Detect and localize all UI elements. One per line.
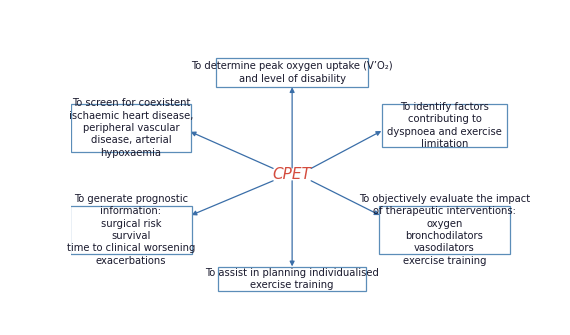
FancyBboxPatch shape: [381, 104, 507, 147]
Text: CPET: CPET: [272, 167, 312, 182]
Text: To determine peak oxygen uptake (V’O₂)
and level of disability: To determine peak oxygen uptake (V’O₂) a…: [192, 61, 393, 84]
FancyBboxPatch shape: [218, 267, 366, 291]
FancyBboxPatch shape: [380, 206, 510, 254]
Text: To identify factors
contributing to
dyspnoea and exercise
limitation: To identify factors contributing to dysp…: [387, 102, 502, 149]
FancyBboxPatch shape: [70, 206, 192, 254]
Text: To objectively evaluate the impact
of therapeutic interventions:
oxygen
bronchod: To objectively evaluate the impact of th…: [359, 194, 530, 266]
Text: To generate prognostic
information:
surgical risk
survival
time to clinical wors: To generate prognostic information: surg…: [67, 194, 195, 266]
FancyBboxPatch shape: [216, 58, 368, 87]
Text: To assist in planning individualised
exercise training: To assist in planning individualised exe…: [205, 268, 379, 290]
Text: To screen for coexistent
ischaemic heart disease,
peripheral vascular
disease, a: To screen for coexistent ischaemic heart…: [69, 98, 193, 158]
FancyBboxPatch shape: [71, 104, 190, 152]
